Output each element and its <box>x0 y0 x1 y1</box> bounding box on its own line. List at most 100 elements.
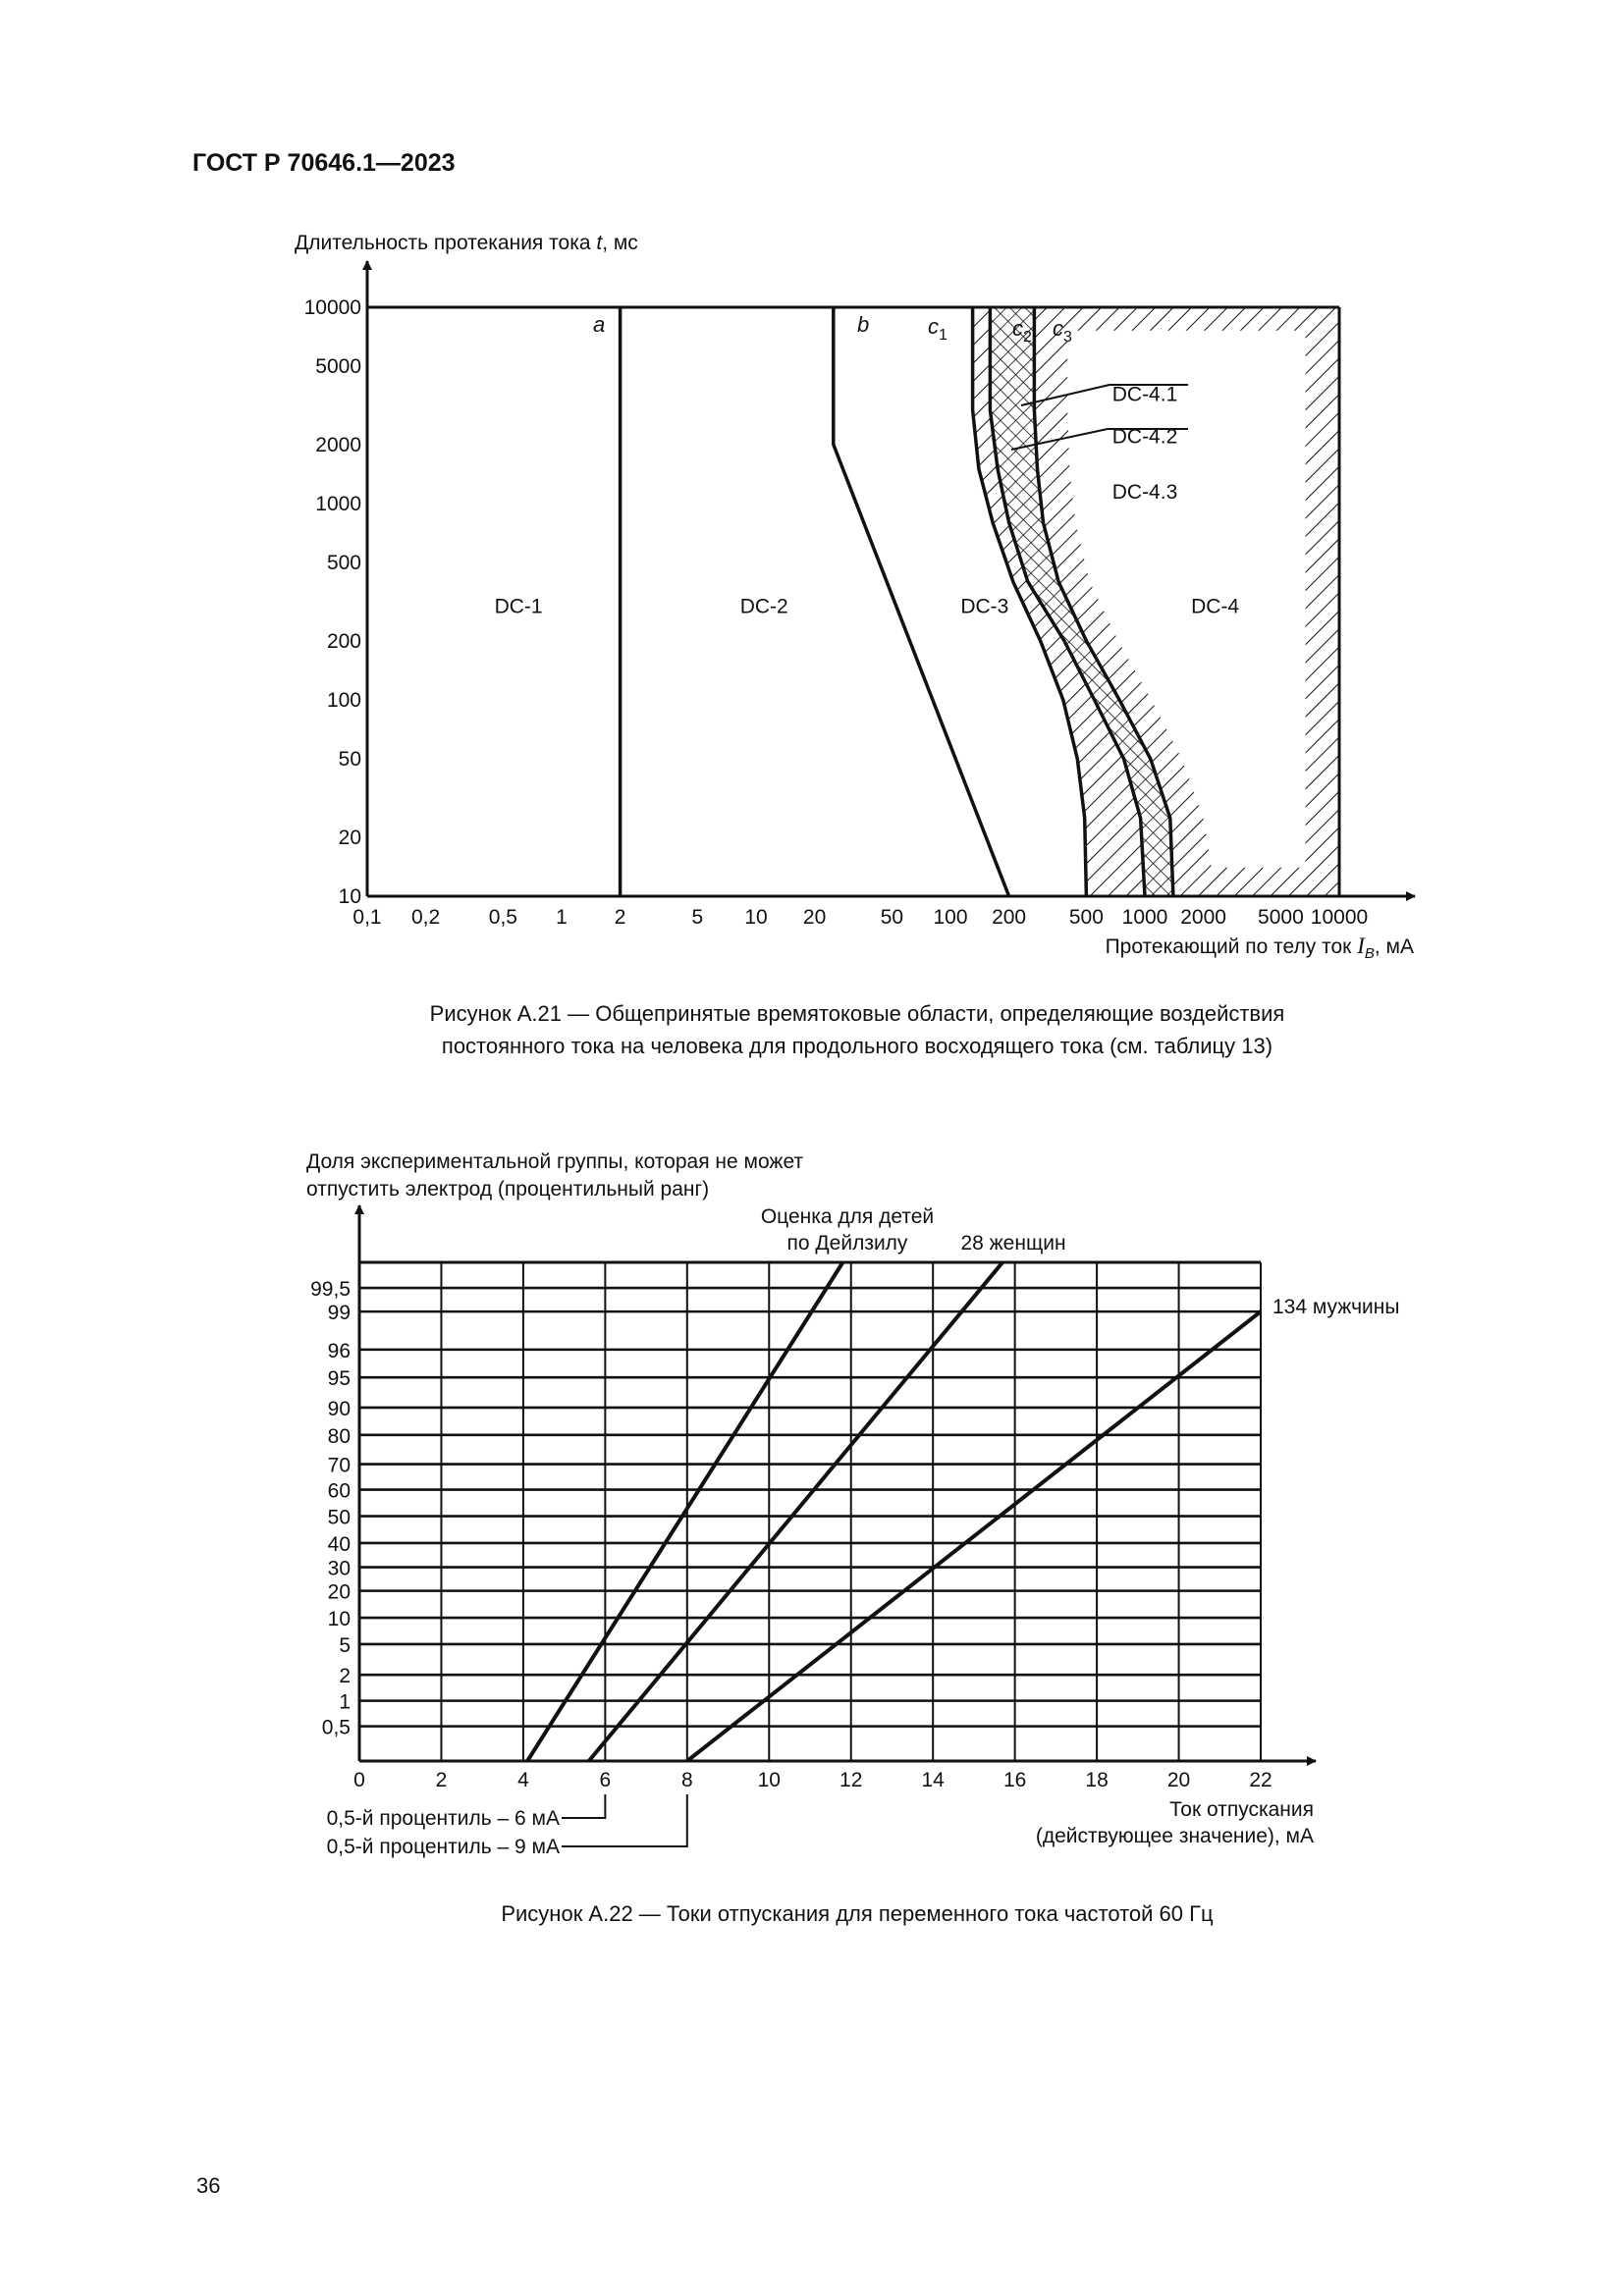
curve-label-letter: b <box>857 312 869 337</box>
percentile-annotation: 0,5-й процентиль – 6 мА <box>327 1807 560 1830</box>
y-tick-label: 50 <box>339 748 361 771</box>
y-tick-label: 95 <box>328 1367 351 1390</box>
x-tick-label: 20 <box>803 906 826 929</box>
x-axis-title-subscript: B <box>1365 945 1375 962</box>
x-tick-label: 22 <box>1249 1769 1272 1791</box>
percentile-leader-line <box>562 1794 607 1819</box>
y-tick-label: 0,5 <box>322 1717 351 1739</box>
series-line-1 <box>587 1260 1004 1763</box>
curve-label-letter: c <box>1053 316 1063 341</box>
figure-a21-caption-line1: Рисунок А.21 — Общепринятые времятоковые… <box>429 1001 1285 1026</box>
curve-b <box>832 307 1011 897</box>
document-id-header: ГОСТ Р 70646.1—2023 <box>192 149 456 177</box>
y-tick-label: 200 <box>327 630 361 653</box>
x-tick-label: 5 <box>692 906 704 929</box>
y-tick-label: 1000 <box>315 493 361 515</box>
region-label-dc-4-2: DC-4.2 <box>1112 426 1178 449</box>
x-tick-label: 2000 <box>1180 906 1226 929</box>
curve-label-b: b <box>857 312 869 337</box>
dc4-2-leader-line <box>1010 428 1188 451</box>
y-tick-label: 10 <box>339 885 361 908</box>
y-tick-label: 10000 <box>304 296 361 319</box>
x-tick-label: 20 <box>1167 1769 1190 1791</box>
x-tick-label: 4 <box>517 1769 529 1791</box>
percentile-annotation: 0,5-й процентиль – 9 мА <box>327 1836 560 1858</box>
y-axis-title: отпустить электрод (процентильный ранг) <box>306 1178 709 1201</box>
y-tick-label: 96 <box>328 1340 351 1362</box>
x-tick-label: 12 <box>839 1769 862 1791</box>
series-line-0 <box>525 1260 845 1763</box>
y-tick-label: 2 <box>339 1665 351 1687</box>
y-axis-title: Доля экспериментальной группы, которая н… <box>306 1150 803 1173</box>
y-tick-label: 5000 <box>315 355 361 378</box>
x-tick-label: 0,2 <box>411 906 440 929</box>
y-tick-label: 5 <box>339 1634 351 1657</box>
y-tick-label: 1 <box>339 1691 351 1714</box>
x-tick-label: 100 <box>933 906 967 929</box>
x-tick-label: 200 <box>992 906 1026 929</box>
curve-label-letter: c <box>928 314 939 339</box>
curve-label-subscript: 3 <box>1063 329 1072 346</box>
region-label-dc-3: DC-3 <box>960 596 1008 618</box>
x-tick-label: 2 <box>436 1769 448 1791</box>
y-tick-label: 80 <box>328 1425 351 1448</box>
region-label-dc-1: DC-1 <box>495 596 543 618</box>
y-tick-label: 99,5 <box>310 1278 351 1301</box>
x-tick-label: 0,5 <box>489 906 517 929</box>
figure-a21-chart: a b c1 c2 c30,1 0,2 0,5 1 2 5 10 20 50 100 200 500 1000 2… <box>295 232 1416 962</box>
dc4-1-leader-line <box>1020 384 1188 406</box>
x-tick-label: 6 <box>600 1769 612 1791</box>
curve-c2 <box>988 307 1147 897</box>
x-axis-title-text: Протекающий по телу ток <box>1106 935 1358 958</box>
y-axis-title-var: t <box>596 232 603 254</box>
x-axis-title-unit: , мА <box>1375 935 1414 958</box>
series-line-2 <box>685 1309 1263 1763</box>
x-tick-label: 10000 <box>1311 906 1368 929</box>
x-tick-label: 10 <box>744 906 767 929</box>
x-tick-label: 10 <box>758 1769 781 1791</box>
y-tick-label: 20 <box>339 827 361 849</box>
x-axis-title: (действующее значение), мА <box>1036 1825 1314 1847</box>
x-tick-label: 16 <box>1003 1769 1026 1791</box>
x-tick-label: 14 <box>922 1769 946 1791</box>
y-tick-label: 40 <box>328 1533 351 1556</box>
curve-label-a: a <box>593 312 605 337</box>
y-tick-label: 90 <box>328 1398 351 1420</box>
x-tick-label: 8 <box>681 1769 693 1791</box>
y-axis-title: Длительность протекания тока t, мс <box>295 232 638 254</box>
region-label-dc-4-3: DC-4.3 <box>1112 481 1178 504</box>
y-tick-label: 50 <box>328 1507 351 1529</box>
curve-c3 <box>1032 307 1175 897</box>
y-tick-label: 10 <box>328 1608 351 1630</box>
y-tick-label: 2000 <box>315 434 361 456</box>
series-label-women: 28 женщин <box>960 1232 1065 1255</box>
y-tick-label: 20 <box>328 1581 351 1604</box>
series-label-children: Оценка для детей <box>761 1205 934 1228</box>
curve-c1 <box>970 307 1089 897</box>
figure-a22-caption: Рисунок А.22 — Токи отпускания для перем… <box>501 1901 1214 1926</box>
x-axis-title: Протекающий по телу ток IB, мА <box>1106 934 1414 962</box>
y-axis-title-unit: , мс <box>602 232 638 254</box>
curve-label-subscript: 2 <box>1023 329 1032 346</box>
curve-label-c2: c2 <box>1012 316 1032 346</box>
x-tick-label: 1 <box>556 906 568 929</box>
x-tick-label: 0 <box>353 1769 365 1791</box>
x-tick-label: 50 <box>881 906 903 929</box>
curve-label-c3: c3 <box>1053 316 1072 346</box>
dc4-1-hatch-region <box>972 307 1145 896</box>
x-tick-label: 2 <box>615 906 626 929</box>
dc4-hatch-region <box>1034 307 1339 896</box>
region-label-dc-2: DC-2 <box>740 596 788 618</box>
y-tick-label: 99 <box>328 1302 351 1324</box>
y-axis-title-text: Длительность протекания тока <box>295 232 596 254</box>
x-tick-label: 1000 <box>1122 906 1168 929</box>
region-label-dc-4: DC-4 <box>1191 596 1239 618</box>
curve-label-letter: a <box>593 312 605 337</box>
y-tick-label: 100 <box>327 689 361 712</box>
curve-label-letter: c <box>1012 316 1023 341</box>
y-tick-label: 500 <box>327 552 361 574</box>
figure-a21-caption-line2: постоянного тока на человека для продоль… <box>441 1034 1273 1058</box>
x-axis-title-var: I <box>1356 934 1366 958</box>
